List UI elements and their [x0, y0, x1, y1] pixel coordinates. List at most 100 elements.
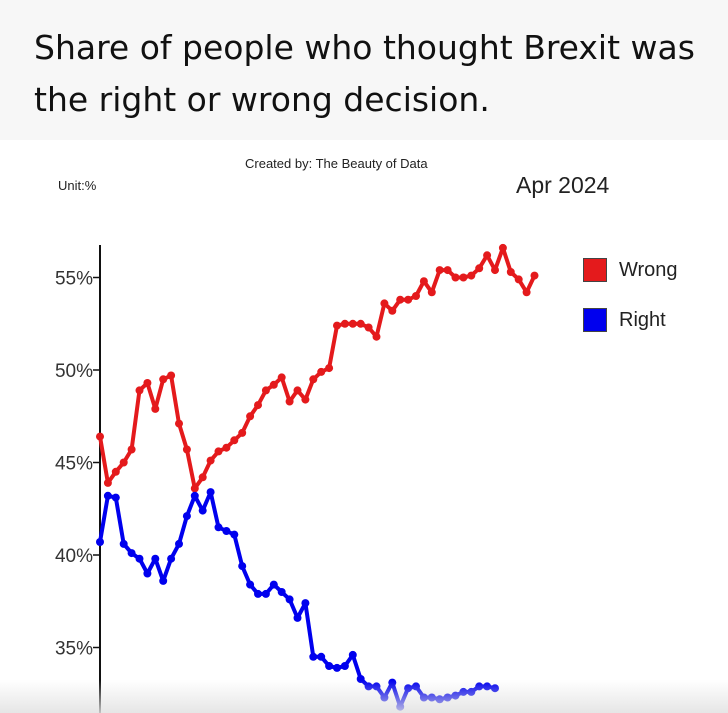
point-right-29 — [325, 662, 334, 670]
point-right-46 — [459, 687, 468, 696]
point-right-28 — [317, 652, 326, 661]
point-wrong-24 — [285, 397, 294, 406]
point-wrong-52 — [506, 268, 515, 276]
point-right-4 — [127, 549, 136, 558]
point-right-32 — [348, 650, 357, 659]
point-wrong-3 — [119, 458, 128, 467]
point-right-7 — [151, 554, 160, 563]
point-wrong-37 — [388, 306, 397, 315]
point-right-37 — [388, 678, 397, 687]
point-right-17 — [230, 530, 239, 539]
point-wrong-41 — [419, 277, 428, 286]
y-tick-label-50: 50% — [55, 361, 93, 382]
point-right-1 — [103, 491, 112, 500]
legend-swatch-wrong — [583, 258, 607, 282]
point-wrong-45 — [451, 273, 460, 282]
point-right-36 — [380, 693, 389, 702]
y-tick-label-55: 55% — [55, 269, 93, 290]
point-wrong-1 — [103, 478, 112, 487]
point-wrong-47 — [467, 271, 476, 280]
point-wrong-27 — [309, 375, 318, 384]
point-wrong-20 — [254, 401, 262, 410]
point-wrong-48 — [475, 264, 484, 273]
point-wrong-0 — [96, 432, 104, 441]
y-tick-label-40: 40% — [55, 546, 93, 567]
point-right-21 — [261, 589, 270, 598]
point-right-8 — [159, 576, 168, 585]
legend-label-wrong: Wrong — [619, 259, 678, 281]
point-wrong-11 — [182, 445, 191, 454]
point-right-27 — [309, 652, 318, 661]
point-wrong-5 — [135, 386, 144, 395]
point-wrong-16 — [222, 443, 231, 452]
point-right-13 — [198, 506, 207, 515]
point-right-26 — [301, 599, 310, 608]
point-wrong-50 — [491, 266, 499, 275]
point-right-25 — [293, 613, 302, 622]
point-right-16 — [222, 527, 231, 535]
point-right-2 — [111, 493, 120, 502]
point-wrong-29 — [325, 364, 334, 373]
point-right-11 — [182, 512, 191, 521]
point-right-10 — [175, 539, 183, 548]
point-wrong-12 — [190, 484, 199, 493]
point-right-34 — [364, 682, 373, 691]
point-right-5 — [135, 554, 144, 563]
point-wrong-32 — [348, 319, 357, 328]
date-label: Apr 2024 — [516, 172, 610, 198]
point-wrong-7 — [151, 404, 160, 413]
point-right-20 — [254, 589, 262, 598]
series-line-wrong — [98, 245, 537, 491]
credit-text: Created by: The Beauty of Data — [245, 156, 428, 171]
point-right-14 — [206, 488, 215, 497]
point-right-6 — [143, 569, 152, 578]
point-wrong-51 — [498, 243, 507, 252]
point-wrong-4 — [127, 445, 136, 454]
point-right-49 — [483, 682, 492, 691]
point-right-30 — [333, 663, 341, 672]
series-line-right — [98, 490, 497, 709]
y-tick-label-45: 45% — [55, 454, 93, 475]
point-right-22 — [269, 580, 278, 589]
point-right-48 — [475, 682, 484, 691]
point-wrong-10 — [175, 419, 183, 428]
point-wrong-44 — [443, 266, 452, 275]
point-right-40 — [412, 682, 420, 691]
point-wrong-34 — [364, 323, 373, 332]
point-wrong-43 — [435, 266, 444, 275]
point-wrong-46 — [459, 273, 468, 282]
point-right-31 — [340, 662, 349, 670]
point-right-44 — [443, 693, 452, 702]
point-wrong-55 — [530, 271, 539, 280]
point-wrong-14 — [206, 456, 215, 465]
point-right-24 — [285, 595, 294, 604]
y-tick-label-35: 35% — [55, 639, 93, 660]
point-wrong-39 — [404, 295, 413, 304]
point-wrong-49 — [483, 251, 492, 260]
point-wrong-6 — [143, 379, 152, 387]
point-wrong-26 — [301, 395, 310, 404]
point-wrong-19 — [246, 412, 255, 421]
title-band — [0, 0, 728, 140]
point-wrong-53 — [514, 275, 523, 284]
point-wrong-13 — [198, 473, 207, 482]
point-wrong-40 — [412, 292, 420, 300]
legend-label-right: Right — [619, 309, 666, 331]
point-wrong-28 — [317, 367, 326, 376]
point-wrong-31 — [340, 319, 349, 328]
point-wrong-9 — [167, 371, 176, 380]
point-right-33 — [356, 675, 365, 683]
point-right-35 — [372, 682, 381, 691]
point-right-15 — [214, 523, 223, 532]
point-wrong-36 — [380, 299, 389, 308]
point-right-50 — [491, 684, 499, 693]
point-wrong-2 — [111, 467, 120, 476]
point-wrong-35 — [372, 332, 381, 341]
point-wrong-18 — [238, 428, 247, 437]
legend-swatch-right — [583, 308, 607, 332]
point-wrong-42 — [427, 288, 436, 297]
point-wrong-23 — [277, 373, 286, 382]
point-right-41 — [419, 693, 428, 702]
point-wrong-33 — [356, 319, 365, 328]
